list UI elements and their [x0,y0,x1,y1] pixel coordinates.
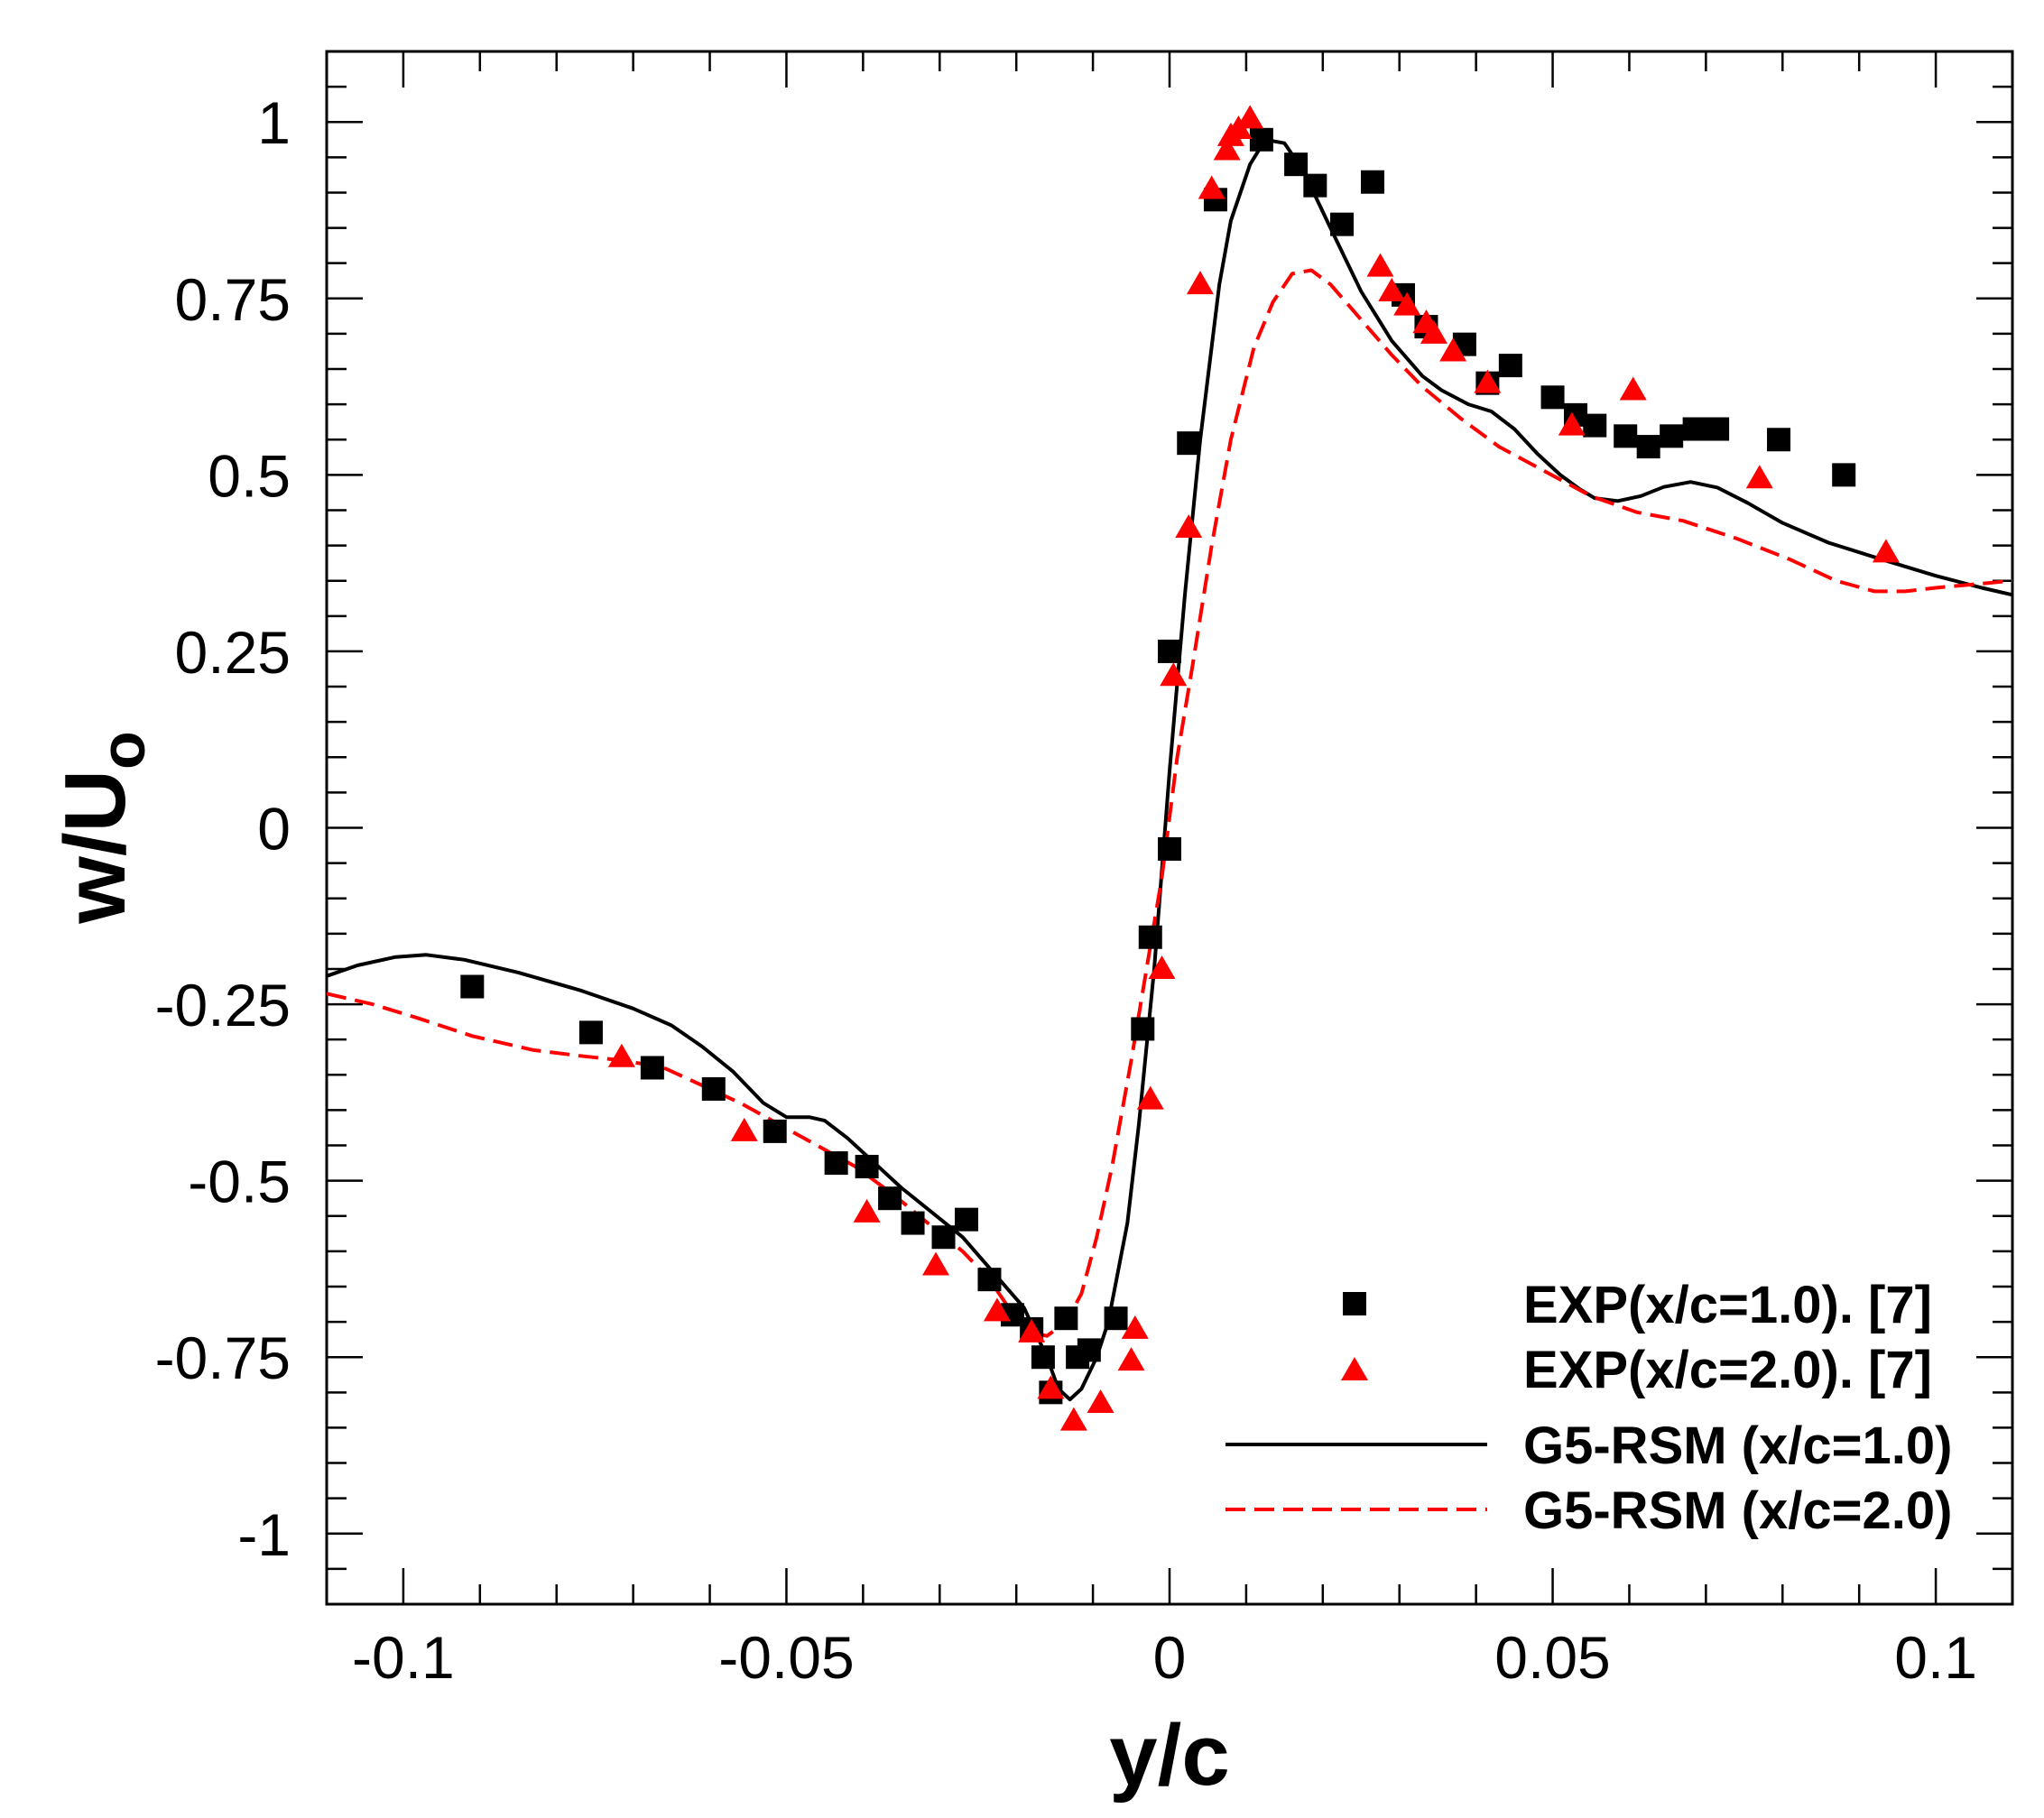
exp-1-marker [1249,127,1273,152]
y-tick-labels: -1 -0.75 -0.5 -0.25 0 0.25 0.5 0.75 1 [155,89,291,1568]
exp-1-marker [640,1056,664,1080]
exp-2-marker [1213,136,1241,161]
exp-1-marker [1077,1338,1101,1362]
exp-1-marker [1660,424,1684,448]
y-tick-label: -0.5 [188,1149,291,1215]
x-tick-label: 0 [1153,1624,1187,1691]
legend: EXP(x/c=1.0). [7] EXP(x/c=2.0). [7] G5-R… [1225,1276,1952,1540]
exp-2-marker [983,1297,1011,1322]
exp-2-marker [1366,253,1394,277]
exp-2-marker [607,1043,635,1067]
exp-1-marker [1284,152,1309,177]
y-axis-title: w/Uo [47,731,158,924]
x-tick-label: 0.1 [1894,1624,1977,1691]
exp-1-marker [931,1225,956,1250]
y-axis-title-main: w/U [47,770,143,925]
legend-label-exp-1: EXP(x/c=1.0). [7] [1523,1276,1932,1334]
y-tick-label: -0.25 [155,972,291,1038]
exp-1-marker [855,1154,879,1178]
y-tick-label: 0 [257,796,291,863]
exp-1-marker [1177,431,1201,456]
exp-1-marker [701,1076,726,1101]
legend-marker-exp-1 [1343,1292,1366,1315]
exp-1-marker [1498,354,1522,378]
exp-2-marker [1236,105,1264,129]
series-layer [327,105,2012,1431]
exp-1-marker [901,1211,925,1235]
legend-label-rsm-1: G5-RSM (x/c=1.0) [1523,1417,1952,1475]
exp-2-marker [1872,539,1900,563]
exp-2-marker [1378,277,1406,301]
exp-1-marker [1614,424,1638,448]
exp-1-marker [460,974,485,999]
exp-2-marker [853,1198,881,1223]
exp-2-marker [1186,271,1214,295]
legend-label-rsm-2: G5-RSM (x/c=2.0) [1523,1481,1952,1540]
exp-2-marker [1160,662,1188,687]
exp-1-marker [878,1186,902,1211]
exp-2-marker [1175,514,1203,539]
exp-1-marker [1767,428,1791,452]
exp-1-marker [1158,836,1181,861]
exp-2-marker [1558,411,1586,436]
exp-2-marker [1059,1407,1087,1431]
exp-2-marker [1474,369,1502,393]
x-axis-title: y/c [1109,1707,1229,1804]
exp-1-marker [1158,639,1181,663]
y-tick-label: 1 [257,89,291,156]
exp-2-marker [1121,1315,1149,1339]
exp-1-marker [1682,417,1706,441]
y-tick-label: 0.5 [208,442,291,509]
exp-1-marker [763,1119,787,1143]
exp-2-marker [1018,1318,1046,1343]
exp-2-marker [1148,955,1176,979]
exp-1-marker [1031,1345,1055,1370]
exp-1-marker [1361,170,1385,194]
y-axis-title-subscript: o [88,731,158,770]
y-tick-label: -1 [237,1501,291,1568]
exp-1-marker [1540,385,1565,410]
exp-1-marker [1832,463,1856,487]
exp-2-marker [1037,1375,1065,1399]
x-tick-labels: -0.1 -0.05 0 0.05 0.1 [352,1624,1977,1691]
rsm-1-line [327,137,2012,1402]
exp-2-marker [922,1251,950,1276]
x-tick-label: 0.05 [1494,1624,1610,1691]
legend-label-exp-2: EXP(x/c=2.0). [7] [1523,1341,1932,1399]
exp-1-marker [1706,417,1730,441]
legend-marker-exp-2 [1341,1357,1368,1380]
y-tick-label: 0.25 [175,619,291,686]
exp-1-marker [1131,1017,1155,1041]
exp-1-marker [1104,1306,1128,1331]
exp-2-marker [1420,319,1447,344]
exp-1-marker [1636,435,1660,459]
exp-2-marker [1087,1389,1114,1414]
exp-2-marker [1745,465,1773,489]
x-tick-label: -0.1 [352,1624,455,1691]
exp-2-marker [1393,291,1421,316]
exp-1-marker [977,1268,1002,1292]
exp-1-marker [954,1207,978,1232]
exp-1-marker [1330,212,1355,236]
x-tick-label: -0.05 [718,1624,854,1691]
exp-2-marker [1619,376,1647,401]
exp-2-marker [1117,1347,1145,1371]
axis-ticks [325,50,2014,1606]
rsm-2-line [327,268,2012,1338]
exp-1-marker [824,1151,848,1176]
y-tick-label: -0.75 [155,1324,291,1391]
exp-2-marker [730,1117,758,1141]
exp-2-marker [1439,337,1467,362]
exp-2-marker [1198,175,1225,199]
exp-1-marker [1303,173,1327,198]
exp-1-marker [1138,925,1162,949]
exp-2-marker [1136,1085,1164,1110]
exp-1-marker [578,1020,603,1045]
exp-1-marker [1054,1306,1078,1331]
exp-1-marker [1583,413,1607,438]
y-tick-label: 0.75 [175,266,291,333]
